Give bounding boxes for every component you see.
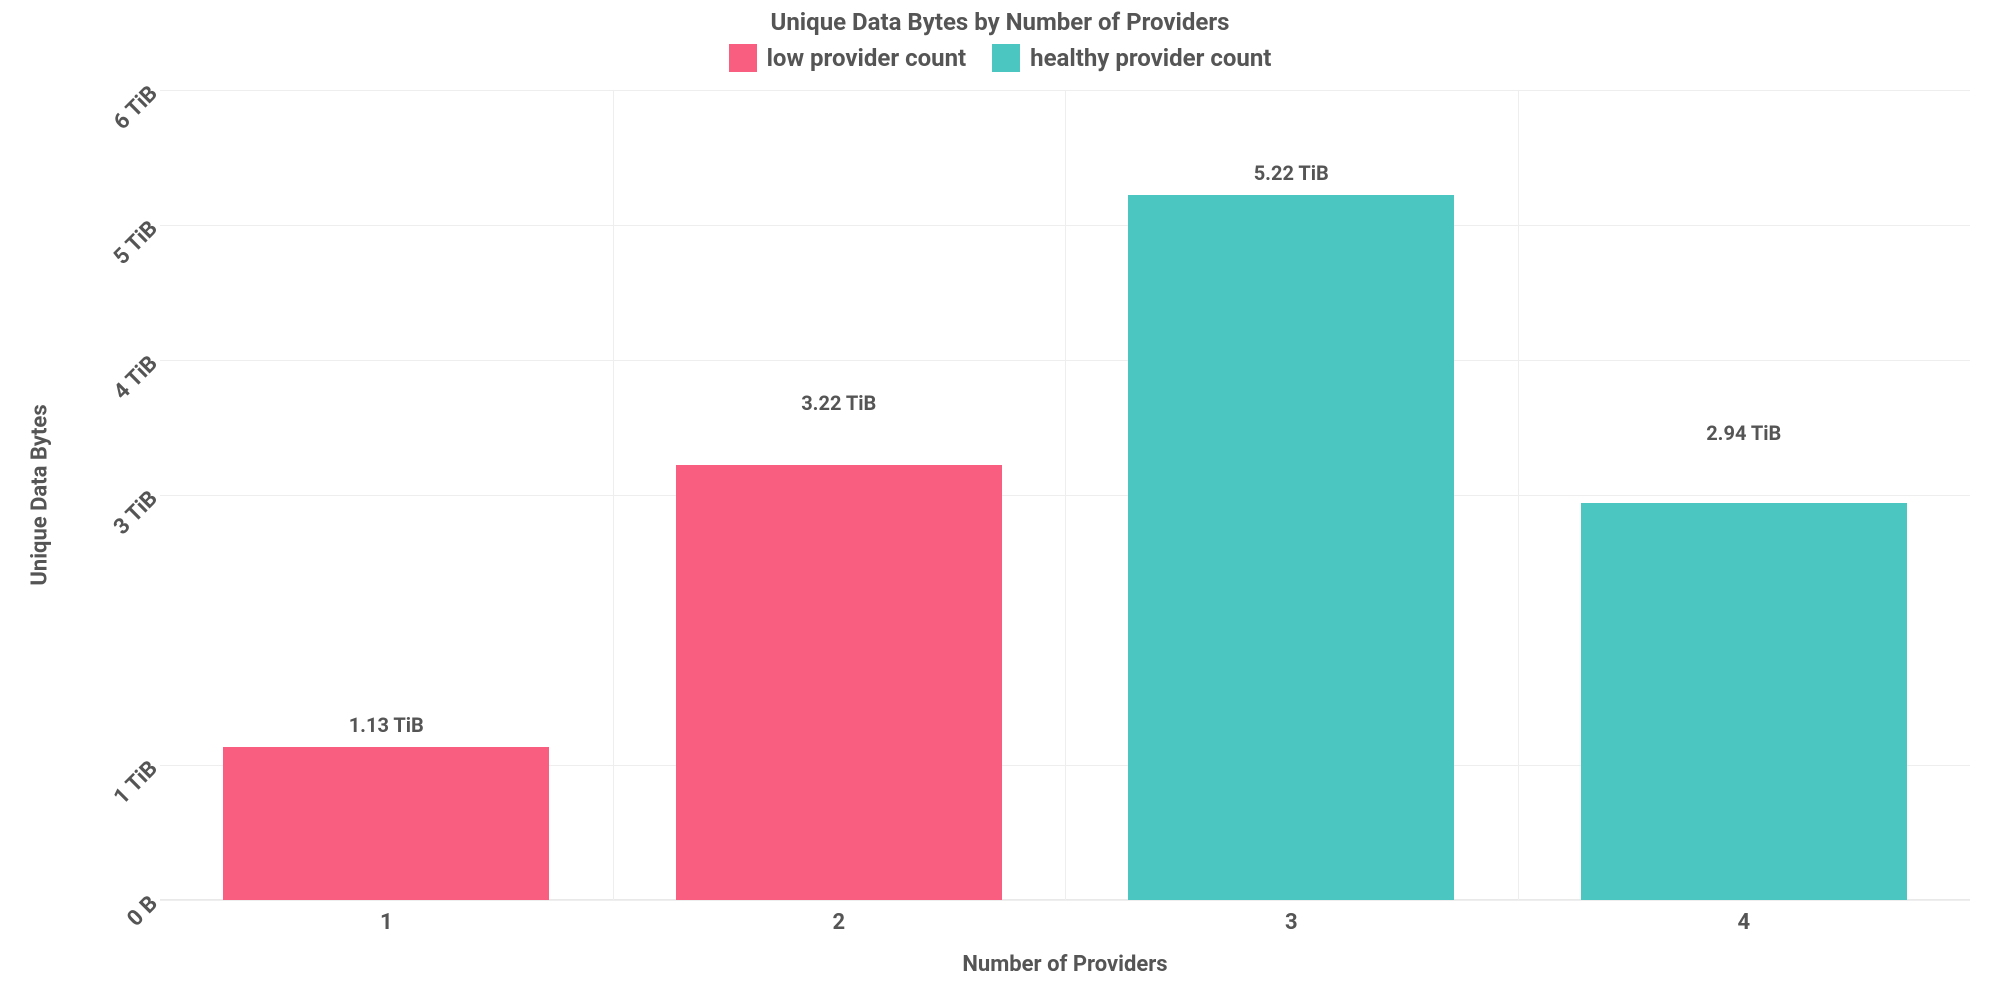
x-axis-label: Number of Providers [962,952,1167,977]
legend-swatch-healthy [992,44,1020,72]
y-tick-label: 3 TiB [109,486,163,540]
vgridline [1518,90,1519,900]
x-tick-label: 1 [380,910,393,935]
bar-value-label: 3.22 TiB [801,391,876,415]
legend-label-healthy: healthy provider count [1030,44,1271,72]
x-tick-label: 3 [1285,910,1298,935]
chart-title: Unique Data Bytes by Number of Providers [0,8,2000,36]
plot-area: Unique Data Bytes Number of Providers 0 … [160,90,1970,900]
y-axis-label: Unique Data Bytes [28,404,53,585]
legend-label-low: low provider count [767,44,967,72]
y-tick-label: 0 B [122,891,162,931]
y-tick-label: 5 TiB [109,216,163,270]
legend-item-low: low provider count [729,44,967,72]
bar-value-label: 5.22 TiB [1254,161,1329,185]
bar-value-label: 2.94 TiB [1706,421,1781,445]
legend-item-healthy: healthy provider count [992,44,1271,72]
y-tick-label: 1 TiB [109,756,163,810]
bar [676,465,1002,900]
vgridline [613,90,614,900]
bar [1581,503,1907,900]
x-tick-label: 4 [1737,910,1750,935]
chart-container: Unique Data Bytes by Number of Providers… [0,0,2000,1000]
x-tick-label: 2 [832,910,845,935]
vgridline [1065,90,1066,900]
bar [223,747,549,900]
y-tick-label: 6 TiB [109,81,163,135]
bar-value-label: 1.13 TiB [349,713,424,737]
chart-legend: low provider count healthy provider coun… [0,44,2000,78]
legend-swatch-low [729,44,757,72]
y-tick-label: 4 TiB [109,351,163,405]
gridline [160,900,1970,901]
bar [1128,195,1454,900]
